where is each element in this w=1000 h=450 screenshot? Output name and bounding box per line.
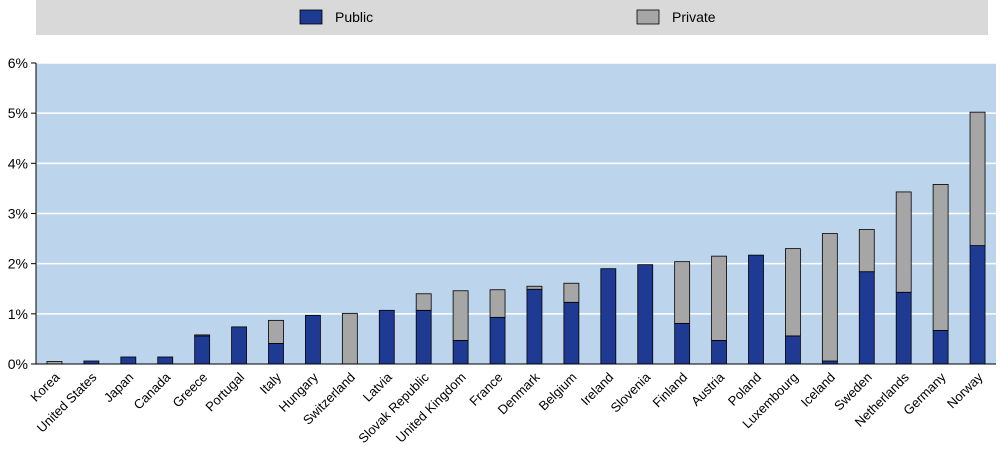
bar-public-poland (748, 254, 764, 365)
bar-private-sweden (858, 229, 875, 273)
bar-public-finland (674, 322, 691, 365)
bar-public-italy (268, 343, 284, 365)
bar-public-portugal (231, 326, 247, 365)
bar-public-ireland (600, 268, 617, 365)
bar-public-canada (157, 356, 174, 365)
bar-private-norway (969, 111, 986, 247)
bar-private-austria (711, 255, 727, 341)
bar-private-iceland (821, 233, 838, 362)
legend: Public Private (36, 0, 988, 35)
bar-public-austria (711, 340, 727, 365)
x-tick-label: Belgium (536, 370, 580, 414)
x-tick-label: Slovenia (607, 369, 653, 415)
y-tick-label: 4% (8, 155, 28, 171)
bar-public-latvia (378, 309, 395, 365)
y-tick-label: 0% (8, 356, 28, 372)
y-tick-label: 2% (8, 256, 28, 272)
bar-public-norway (969, 245, 986, 365)
bar-private-finland (674, 261, 691, 324)
gridlines (36, 62, 996, 315)
bar-public-belgium (563, 301, 580, 365)
x-tick-label: Canada (131, 369, 174, 412)
bar-private-germany (932, 184, 949, 331)
bar-public-hungary (305, 314, 321, 365)
bar-private-united-kingdom (452, 290, 469, 341)
y-tick-label: 6% (8, 55, 28, 71)
legend-background (36, 0, 988, 35)
bar-public-france (489, 316, 506, 365)
bar-private-italy (268, 319, 284, 344)
bar-public-slovak-republic (415, 309, 432, 365)
x-tick-label: Finland (650, 370, 691, 411)
bar-private-luxembourg (785, 248, 801, 337)
legend-swatch-private (636, 9, 660, 25)
bar-private-belgium (563, 282, 580, 303)
x-tick-label: Austria (688, 369, 728, 409)
x-tick-label: Italy (257, 369, 285, 397)
y-tick-label: 5% (8, 105, 28, 121)
y-axis: 0% 1% 2% 3% 4% 5% 6% (8, 55, 37, 372)
bar-public-denmark (526, 288, 543, 365)
bar-public-luxembourg (785, 335, 801, 365)
y-tick-label: 1% (8, 306, 28, 322)
legend-label-public: Public (335, 9, 373, 25)
bar-private-slovak-republic (415, 293, 432, 311)
x-tick-label: Norway (944, 369, 986, 411)
bar-public-slovenia (637, 264, 654, 365)
y-tick-label: 3% (8, 206, 28, 222)
bar-public-japan (120, 356, 137, 365)
bar-public-united-kingdom (452, 340, 469, 365)
legend-swatch-public (299, 9, 323, 25)
bar-public-netherlands (895, 291, 912, 365)
legend-label-private: Private (672, 9, 716, 25)
bar-private-netherlands (895, 191, 912, 293)
bar-private-switzerland (341, 312, 358, 365)
x-tick-label: Portugal (202, 369, 247, 414)
bar-public-greece (194, 335, 211, 365)
bar-private-denmark (526, 285, 543, 290)
bar-private-greece (194, 334, 211, 337)
bar-private-france (489, 289, 506, 318)
bar-public-sweden (858, 271, 875, 365)
bar-public-germany (932, 329, 949, 365)
